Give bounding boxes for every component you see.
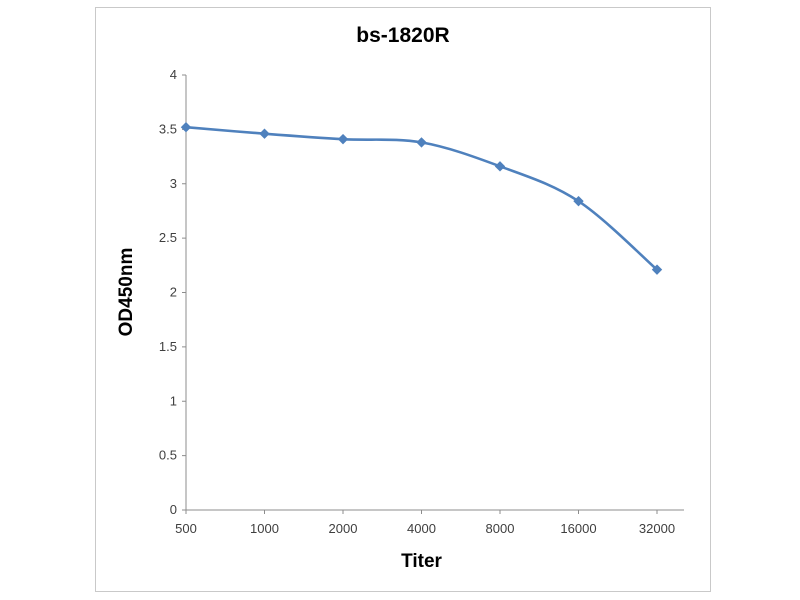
y-tick-label: 4 <box>170 67 177 82</box>
y-tick-label: 1 <box>170 393 177 408</box>
y-tick-label: 0.5 <box>159 448 177 463</box>
x-tick-label: 32000 <box>639 521 675 536</box>
data-point-marker <box>337 133 349 145</box>
data-point-marker <box>180 121 192 133</box>
x-tick-label: 16000 <box>560 521 596 536</box>
y-tick-label: 3.5 <box>159 121 177 136</box>
y-tick-label: 2.5 <box>159 230 177 245</box>
y-tick-label: 0 <box>170 502 177 517</box>
x-tick-label: 8000 <box>486 521 515 536</box>
figure-frame <box>95 7 711 592</box>
x-tick-label: 500 <box>175 521 197 536</box>
y-tick-label: 1.5 <box>159 339 177 354</box>
y-tick-label: 2 <box>170 285 177 300</box>
series-line <box>184 125 659 271</box>
y-tick-label: 3 <box>170 176 177 191</box>
data-point-marker <box>259 128 270 139</box>
data-point-marker <box>494 161 506 172</box>
data-point-marker <box>573 195 584 207</box>
x-tick-label: 1000 <box>250 521 279 536</box>
x-tick-label: 4000 <box>407 521 436 536</box>
x-tick-label: 2000 <box>329 521 358 536</box>
chart-title: bs-1820R <box>356 24 450 47</box>
x-axis-label: Titer <box>401 551 442 572</box>
data-point-marker <box>651 264 663 275</box>
data-point-marker <box>416 137 427 148</box>
